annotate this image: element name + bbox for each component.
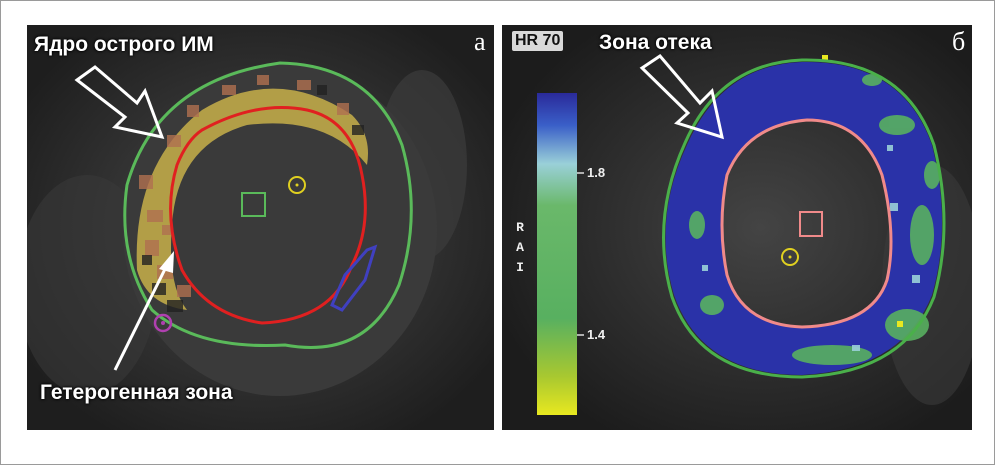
epicardial-contour [123,61,413,349]
center-square-marker-b [799,211,823,237]
endocardial-contour-b [720,118,893,329]
colorbar-tick-1-8: 1.8 [587,165,606,180]
hetero-arrowhead-icon [159,251,174,273]
panel-b-drawing [502,25,972,430]
colorbar [537,93,577,415]
core-arrow-icon [74,65,165,140]
label-edema-zone: Зона отека [599,31,712,54]
blue-roi [330,244,378,312]
panel-b-t2-map: HR 70 Зона отека б 1.8 1.4 R A I [502,25,972,430]
center-square-marker [241,192,266,217]
hetero-arrow-line [113,264,169,371]
axis-letter-a: A [516,240,524,255]
panel-letter-a: а [474,27,486,56]
endocardial-contour [169,106,367,325]
yellow-circle-marker-b [781,248,799,266]
epicardial-contour-b [662,58,946,379]
colorbar-tick-1-4: 1.4 [587,327,606,342]
panel-letter-b: б [952,27,966,56]
hr-badge: HR 70 [512,31,564,51]
axis-letter-r: R [516,220,524,235]
edema-ring [665,61,942,376]
yellow-circle-marker [288,176,306,194]
panel-a-mri-image: Ядро острого ИМ Гетерогенная зона а [27,25,494,430]
magenta-circle-marker [153,313,173,333]
panel-a-drawing [27,25,494,430]
infarct-core-region [136,88,368,311]
label-heterogeneous-zone: Гетерогенная зона [40,381,233,404]
label-infarct-core: Ядро острого ИМ [34,33,214,56]
axis-letter-i: I [516,260,524,275]
edema-arrow-icon [639,54,725,140]
